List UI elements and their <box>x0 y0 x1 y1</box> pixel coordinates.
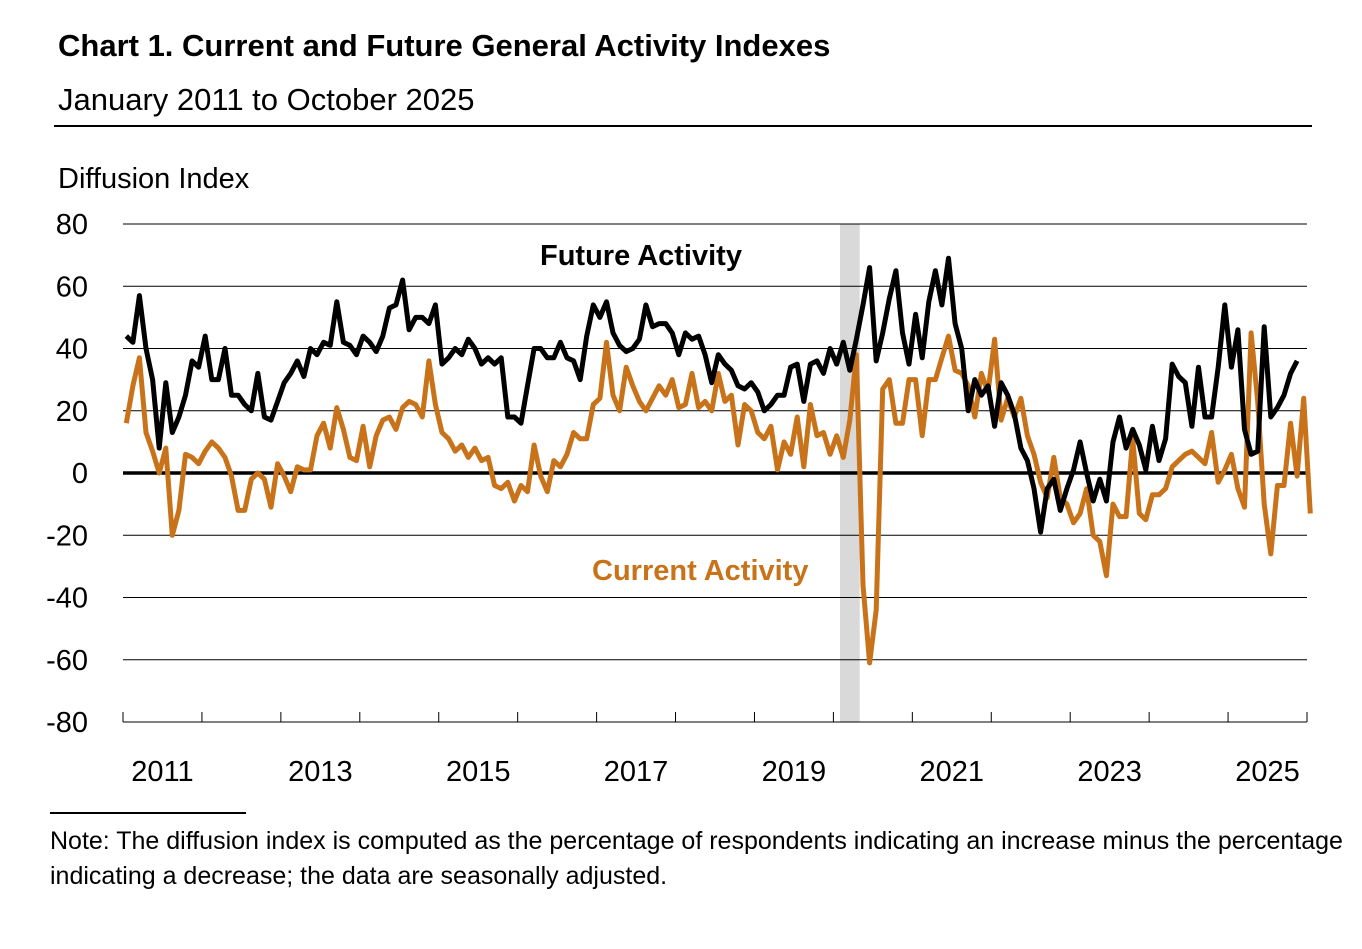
future-activity-label: Future Activity <box>540 240 742 272</box>
y-tick-label: -80 <box>46 707 88 739</box>
chart-subtitle: January 2011 to October 2025 <box>58 82 475 117</box>
y-tick-label: -40 <box>46 583 88 615</box>
chart-title: Chart 1. Current and Future General Acti… <box>58 28 831 63</box>
current-activity-label: Current Activity <box>592 555 808 587</box>
x-tick-label: 2011 <box>131 756 193 788</box>
y-tick-label: -20 <box>46 520 88 552</box>
footnote: Note: The diffusion index is computed as… <box>50 827 1343 890</box>
y-tick-label: 60 <box>56 271 88 303</box>
x-tick-label: 2025 <box>1235 756 1300 788</box>
x-axis-ticks: 2011 2013 2015 2017 2019 2021 2023 2025 <box>122 712 1308 788</box>
x-tick-label: 2019 <box>762 756 827 788</box>
x-tick-label: 2023 <box>1077 756 1142 788</box>
future-activity-line <box>124 255 1300 535</box>
x-tick-label: 2017 <box>604 756 669 788</box>
y-axis-label: Diffusion Index <box>58 163 250 195</box>
y-tick-label: 80 <box>56 209 88 241</box>
x-tick-label: 2015 <box>446 756 511 788</box>
note-divider <box>50 812 246 814</box>
current-activity-line <box>123 330 1313 666</box>
y-tick-label: 40 <box>56 334 88 366</box>
x-tick-label: 2021 <box>920 756 985 788</box>
y-tick-label: 20 <box>56 396 88 428</box>
y-tick-label: 0 <box>72 458 88 490</box>
y-tick-label: -60 <box>46 645 88 677</box>
y-axis-tick-labels: 80 60 40 20 0 -20 -40 -60 -80 <box>46 209 88 739</box>
x-tick-label: 2013 <box>288 756 353 788</box>
title-divider <box>54 125 1312 127</box>
